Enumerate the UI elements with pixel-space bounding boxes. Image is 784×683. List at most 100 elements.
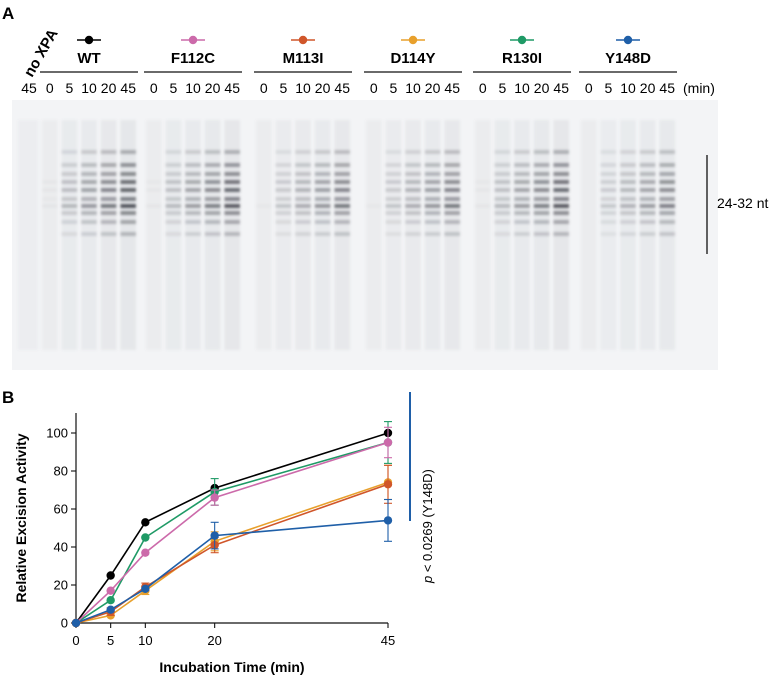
gel-band [620, 220, 636, 224]
gel-band [204, 150, 221, 154]
gel-band [385, 163, 402, 167]
gel-band [165, 204, 182, 208]
legend-marker-f112c [188, 35, 198, 45]
gel-band [165, 172, 182, 176]
gel-band [314, 172, 331, 176]
data-point-f112c [210, 493, 219, 502]
series-line-wt [75, 432, 389, 624]
gel-band [334, 150, 350, 154]
gel-band [100, 220, 117, 224]
gel-band [295, 232, 311, 236]
gel-band [42, 180, 58, 184]
gel-band [533, 232, 550, 236]
gel-band [314, 180, 331, 184]
gel-band [334, 204, 350, 208]
gel-band [533, 163, 550, 167]
y-tick-label: 40 [54, 540, 68, 555]
gel-band [81, 188, 97, 192]
gel-band [405, 220, 421, 224]
gel-band [553, 220, 569, 224]
gel-band [620, 197, 636, 201]
gel-band [204, 232, 221, 236]
gel-band [533, 188, 550, 192]
gel-lane-smear [42, 120, 58, 350]
gel-band [334, 211, 350, 215]
legend-marker-wt [84, 35, 94, 45]
gel-band [81, 163, 97, 167]
mutant-label-m113i: M113I [283, 50, 324, 67]
gel-band [405, 150, 421, 154]
y-tick-label: 0 [61, 616, 68, 631]
gel-band [424, 188, 441, 192]
gel-band [514, 211, 530, 215]
gel-band [100, 197, 117, 201]
gel-band [295, 197, 311, 201]
size-label: 24-32 nt [717, 195, 768, 211]
gel-band [81, 232, 97, 236]
gel-band [204, 211, 221, 215]
lane-time-label: 0 [479, 80, 487, 96]
gel-band [81, 180, 97, 184]
gel-band [424, 172, 441, 176]
gel-band [100, 211, 117, 215]
gel-band [81, 197, 97, 201]
y-tick-label: 60 [54, 502, 68, 517]
x-axis-title: Incubation Time (min) [159, 659, 304, 675]
gel-band [224, 163, 240, 167]
gel-band [100, 163, 117, 167]
gel-band [275, 204, 292, 208]
lane-time-label: 5 [499, 80, 507, 96]
gel-band [444, 163, 460, 167]
gel-band [61, 188, 78, 192]
gel-band [224, 172, 240, 176]
lane-time-label: 10 [405, 80, 421, 96]
lane-time-label: 0 [46, 80, 54, 96]
mutant-label-d114y: D114Y [390, 50, 435, 67]
gel-band [61, 150, 78, 154]
gel-band [553, 188, 569, 192]
gel-band [100, 180, 117, 184]
data-point-f112c [383, 438, 393, 447]
gel-band [533, 211, 550, 215]
gel-bands [18, 120, 675, 350]
lane-time-label: 10 [81, 80, 97, 96]
gel-band [334, 197, 350, 201]
gel-band [444, 150, 460, 154]
gel-band [275, 211, 292, 215]
no-xpa-time-label: 45 [21, 80, 37, 96]
gel-band [314, 204, 331, 208]
legend-marker-d114y [408, 35, 418, 45]
gel-band [424, 150, 441, 154]
gel-band [314, 211, 331, 215]
lane-time-label: 0 [585, 80, 593, 96]
gel-band [405, 188, 421, 192]
gel-band [553, 211, 569, 215]
gel-band [620, 180, 636, 184]
lane-time-label: 45 [224, 80, 240, 96]
gel-band [553, 232, 569, 236]
gel-band [81, 220, 97, 224]
lane-time-label: 10 [295, 80, 311, 96]
gel-band [120, 211, 136, 215]
gel-band [385, 180, 402, 184]
gel-band [514, 180, 530, 184]
gel-band [275, 188, 292, 192]
gel-band [385, 232, 402, 236]
gel-band [295, 188, 311, 192]
gel-band [275, 220, 292, 224]
gel-band [494, 188, 511, 192]
gel-band [533, 172, 550, 176]
y-tick-label: 100 [46, 426, 68, 441]
gel-band [224, 204, 240, 208]
gel-band [533, 220, 550, 224]
gel-band [81, 172, 97, 176]
gel-band [620, 172, 636, 176]
gel-band [659, 163, 675, 167]
series-line-r130i [75, 441, 389, 624]
significance-text: p < 0.0269 (Y148D) [420, 469, 435, 584]
gel-band [514, 232, 530, 236]
gel-band [533, 150, 550, 154]
gel-band [494, 163, 511, 167]
gel-band [120, 220, 136, 224]
